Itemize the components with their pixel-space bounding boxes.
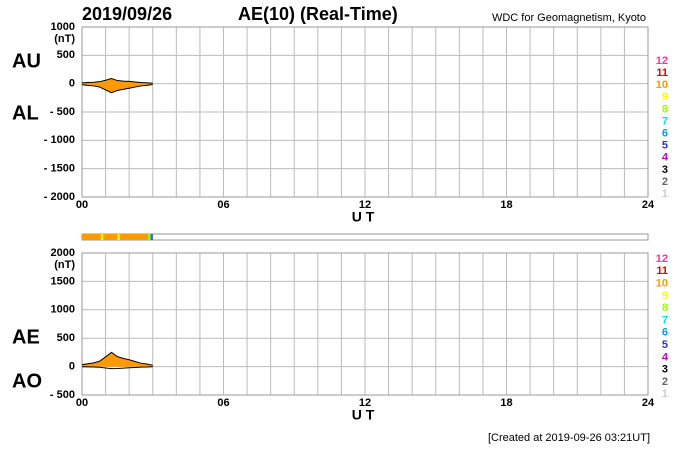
legend-count: 4	[662, 351, 669, 363]
area-fill	[82, 352, 153, 367]
series-line	[81, 366, 153, 370]
title: AE(10) (Real-Time)	[238, 4, 398, 24]
x-axis-label: U T	[352, 407, 375, 423]
station-segment	[100, 234, 104, 240]
y-tick-label: - 1500	[44, 163, 75, 175]
series-line	[81, 84, 153, 94]
y-unit: (nT)	[54, 33, 75, 45]
station-segment	[82, 234, 101, 240]
y-tick-label: 1000	[51, 304, 75, 316]
series-line	[81, 78, 153, 84]
date: 2019/09/26	[82, 4, 172, 24]
legend-count: 8	[662, 103, 668, 115]
y-tick-label: 0	[69, 361, 75, 373]
y-tick-label: - 1000	[44, 134, 75, 146]
legend-count: 2	[662, 376, 668, 388]
y-tick-label: - 2000	[44, 191, 75, 203]
legend-count: 3	[662, 164, 668, 176]
y-tick-label: 1000	[51, 21, 75, 33]
area-fill	[82, 83, 153, 93]
series-line	[81, 351, 153, 366]
legend-count: 8	[662, 302, 668, 314]
legend-count: 4	[662, 152, 669, 164]
y-tick-label: 1500	[51, 275, 75, 287]
legend-count: 2	[662, 176, 668, 188]
station-segment	[150, 234, 152, 240]
station-segment	[117, 234, 120, 240]
series-label: AO	[12, 370, 42, 392]
y-tick-label: 2000	[51, 247, 75, 259]
x-tick-label: 18	[500, 199, 512, 211]
legend-count: 9	[662, 91, 668, 103]
x-tick-label: 24	[642, 397, 655, 409]
x-tick-label: 00	[76, 397, 88, 409]
y-tick-label: - 500	[50, 106, 75, 118]
station-segment	[148, 234, 151, 240]
x-tick-label: 12	[359, 397, 371, 409]
x-tick-label: 00	[76, 199, 88, 211]
y-tick-label: 500	[57, 49, 75, 61]
legend-count: 3	[662, 364, 668, 376]
y-unit: (nT)	[54, 259, 75, 271]
legend-count: 10	[656, 79, 668, 91]
series-label: AU	[12, 50, 41, 72]
y-tick-label: - 500	[50, 389, 75, 401]
station-segment	[119, 234, 149, 240]
plot-frame	[81, 26, 649, 198]
legend-count: 11	[656, 67, 668, 79]
series-label: AL	[12, 102, 39, 124]
footer: [Created at 2019-09-26 03:21UT]	[488, 432, 650, 444]
legend-count: 11	[656, 265, 668, 277]
y-tick-label: 0	[69, 78, 75, 90]
legend-count: 7	[662, 314, 668, 326]
plot-frame	[81, 252, 649, 396]
legend-count: 6	[662, 327, 668, 339]
legend-count: 1	[662, 388, 668, 400]
legend-count: 12	[656, 253, 668, 265]
x-axis-label: U T	[352, 209, 375, 225]
source: WDC for Geomagnetism, Kyoto	[492, 12, 646, 24]
x-tick-label: 18	[500, 397, 512, 409]
legend-count: 9	[662, 290, 668, 302]
legend-count: 7	[662, 115, 668, 127]
series-label: AE	[12, 326, 40, 348]
legend-count: 6	[662, 128, 668, 140]
legend-count: 12	[656, 55, 668, 67]
legend-count: 10	[656, 278, 668, 290]
x-tick-label: 12	[359, 199, 371, 211]
legend-count: 5	[662, 339, 668, 351]
x-tick-label: 06	[217, 199, 229, 211]
station-segment	[151, 234, 153, 240]
station-segment	[103, 234, 118, 240]
x-tick-label: 06	[217, 397, 229, 409]
legend-count: 1	[662, 188, 668, 200]
legend-count: 5	[662, 140, 668, 152]
y-tick-label: 500	[57, 332, 75, 344]
strip-frame	[81, 233, 649, 241]
x-tick-label: 24	[642, 199, 655, 211]
